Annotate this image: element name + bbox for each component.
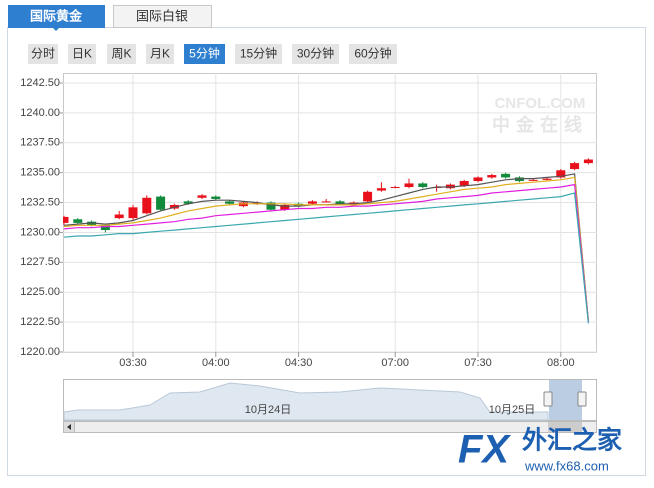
period-button[interactable]: [68, 44, 96, 64]
candle-body: [73, 219, 83, 223]
candle-body: [583, 159, 593, 164]
period-button[interactable]: [292, 44, 339, 64]
y-tick-label: 1225.00: [20, 286, 60, 298]
x-tick-label: 07:30: [464, 357, 492, 369]
candle-body: [404, 183, 414, 188]
watermark-brand: CNFOL.COM: [495, 95, 586, 112]
candle-body: [183, 201, 193, 204]
period-label: 60分钟: [354, 46, 391, 61]
candle-body: [156, 196, 166, 210]
logo-url: www.fx68.com: [524, 458, 609, 473]
candle-body: [376, 188, 386, 191]
y-tick-label: 1240.00: [20, 107, 60, 119]
candle-body: [307, 201, 317, 204]
candle-body: [514, 177, 524, 182]
candle-body: [100, 225, 110, 231]
period-label: 15分钟: [240, 46, 277, 61]
candle-body: [556, 170, 566, 178]
ma-line: [63, 183, 589, 323]
candle-body: [63, 216, 69, 223]
period-button[interactable]: [146, 44, 174, 64]
candle-body: [280, 204, 290, 210]
period-label: 30分钟: [297, 46, 334, 61]
period-button[interactable]: [28, 44, 58, 64]
period-button[interactable]: [184, 44, 225, 64]
tab-label: 国际黄金: [30, 8, 83, 23]
x-tick-label: 03:30: [119, 357, 147, 369]
tab-label: 国际白银: [136, 8, 188, 23]
x-tick-label: 07:00: [381, 357, 409, 369]
y-tick-label: 1227.50: [20, 256, 60, 268]
candle-body: [211, 196, 221, 199]
y-tick-label: 1237.50: [20, 137, 60, 149]
navigator-window[interactable]: [549, 380, 582, 420]
arrow: [67, 424, 71, 430]
candle-body: [363, 191, 373, 202]
y-tick-label: 1242.50: [20, 77, 60, 89]
y-tick-label: 1222.50: [20, 316, 60, 328]
y-tick-label: 1232.50: [20, 196, 60, 208]
candle-body: [142, 197, 152, 214]
navigator-handle[interactable]: [543, 391, 553, 407]
period-label: 周K: [111, 47, 131, 61]
navigator: 10月24日 10月25日: [63, 379, 597, 433]
scroll-thumb[interactable]: [548, 422, 582, 432]
candle-body: [197, 195, 207, 198]
candle-body: [114, 214, 124, 219]
candle-body: [528, 179, 538, 181]
period-label: 日K: [72, 47, 92, 61]
period-label: 5分钟: [189, 46, 220, 61]
logo-name: 外汇之家: [522, 426, 622, 455]
x-tick-label: 04:00: [202, 357, 230, 369]
period-label: 月K: [150, 47, 170, 61]
watermark-name: 中金在线: [492, 114, 588, 135]
x-tick-label: 08:00: [547, 357, 575, 369]
logo-mark: FX: [458, 428, 511, 472]
tab[interactable]: [113, 5, 212, 28]
candle-body: [225, 201, 235, 204]
x-tick-label: 04:30: [285, 357, 313, 369]
y-tick-label: 1235.00: [20, 167, 60, 179]
candle-body: [501, 173, 511, 178]
candle-body: [390, 187, 400, 189]
candle-body: [266, 202, 276, 210]
logo: FX 外汇之家 www.fx68.com: [458, 426, 622, 474]
navigator-handle[interactable]: [577, 391, 587, 407]
period-label: 分时: [31, 47, 55, 61]
ma-line: [63, 176, 589, 321]
candle-body: [321, 201, 331, 203]
period-button[interactable]: [235, 44, 282, 64]
period-button[interactable]: [107, 44, 136, 64]
tab-pointer: [52, 27, 60, 31]
candle-body: [487, 175, 497, 178]
candle-body: [542, 178, 552, 180]
navigator-area: [63, 382, 549, 421]
candle-body: [459, 181, 469, 186]
y-tick-label: 1230.00: [20, 226, 60, 238]
navigator-label: 10月25日: [489, 404, 535, 416]
period-button[interactable]: [349, 44, 397, 64]
y-tick-label: 1220.00: [20, 346, 60, 358]
candle-body: [570, 163, 580, 170]
candle-body: [473, 177, 483, 182]
candle-body: [128, 207, 138, 219]
scrollbar[interactable]: [63, 421, 597, 433]
candle-body: [335, 201, 345, 204]
ma-line: [63, 192, 589, 324]
navigator-label: 10月24日: [245, 404, 291, 416]
candle-body: [418, 183, 428, 188]
